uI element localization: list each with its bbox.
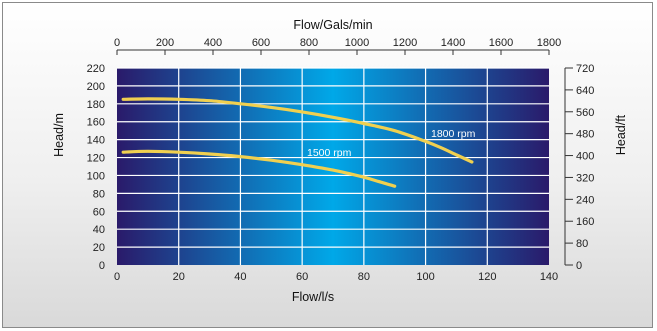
y2-tick-label: 400 bbox=[576, 151, 594, 163]
x-tick-label: 60 bbox=[296, 271, 308, 283]
series-label-1800: 1800 rpm bbox=[431, 128, 476, 140]
y-tick-label: 100 bbox=[87, 170, 105, 182]
y-tick-label: 20 bbox=[93, 242, 105, 254]
x-axis-title: Flow/l/s bbox=[292, 290, 334, 304]
axes: 0 20 40 60 80 100 120 1400204060801001201401601… bbox=[87, 37, 595, 283]
y-tick-label: 120 bbox=[87, 153, 105, 165]
y-tick-label: 80 bbox=[93, 188, 105, 200]
curve-series-0 bbox=[121, 97, 474, 164]
x2-tick-label: 1000 bbox=[345, 37, 369, 49]
x-tick-label: 0 bbox=[114, 271, 120, 283]
x2-tick-label: 200 bbox=[156, 37, 174, 49]
series-label-1500: 1500 rpm bbox=[307, 147, 352, 159]
y-tick-label: 160 bbox=[87, 117, 105, 129]
labels: Flow/l/s Flow/Gals/min Head/m Head/ft 18… bbox=[52, 18, 628, 304]
y-tick-label: 60 bbox=[93, 206, 105, 218]
y2-tick-label: 560 bbox=[576, 107, 594, 119]
grid-lines bbox=[117, 67, 549, 265]
x-tick-label: 20 bbox=[173, 271, 185, 283]
y-axis-title: Head/m bbox=[52, 113, 66, 157]
plot-area bbox=[117, 68, 549, 265]
y2-tick-label: 240 bbox=[576, 194, 594, 206]
y-tick-label: 220 bbox=[87, 63, 105, 75]
x-tick-label: 120 bbox=[478, 271, 496, 283]
x2-tick-label: 1600 bbox=[489, 37, 513, 49]
y-tick-label: 200 bbox=[87, 81, 105, 93]
x-tick-label: 140 bbox=[540, 271, 558, 283]
chart-frame: 0 20 40 60 80 100 120 140 0 20 40 60 80 100 120 140 160 1… bbox=[2, 2, 653, 328]
curves bbox=[121, 97, 474, 188]
chart-svg: 0 20 40 60 80 100 120 1400204060801001201401601… bbox=[52, 18, 628, 304]
x-tick-label: 100 bbox=[416, 271, 434, 283]
y-tick-label: 180 bbox=[87, 99, 105, 111]
y2-tick-label: 160 bbox=[576, 216, 594, 228]
y2-tick-label: 720 bbox=[576, 63, 594, 75]
y-tick-label: 140 bbox=[87, 135, 105, 147]
y-tick-label: 40 bbox=[93, 224, 105, 236]
curve-series-1 bbox=[121, 149, 397, 188]
y2-tick-label: 480 bbox=[576, 129, 594, 141]
x2-tick-label: 800 bbox=[300, 37, 318, 49]
x-tick-label: 80 bbox=[358, 271, 370, 283]
x2-tick-label: 400 bbox=[204, 37, 222, 49]
y2-tick-label: 320 bbox=[576, 172, 594, 184]
x2-tick-label: 0 bbox=[114, 37, 120, 49]
x2-tick-label: 1800 bbox=[537, 37, 561, 49]
x2-tick-label: 1400 bbox=[441, 37, 465, 49]
x2-tick-label: 1200 bbox=[393, 37, 417, 49]
y2-tick-label: 80 bbox=[576, 238, 588, 250]
y-tick-label: 0 bbox=[99, 260, 105, 272]
x2-axis-title: Flow/Gals/min bbox=[293, 18, 372, 32]
x-tick-label: 40 bbox=[234, 271, 246, 283]
y2-tick-label: 0 bbox=[576, 260, 582, 272]
y2-axis-title: Head/ft bbox=[614, 114, 628, 155]
y2-tick-label: 640 bbox=[576, 85, 594, 97]
x2-tick-label: 600 bbox=[252, 37, 270, 49]
